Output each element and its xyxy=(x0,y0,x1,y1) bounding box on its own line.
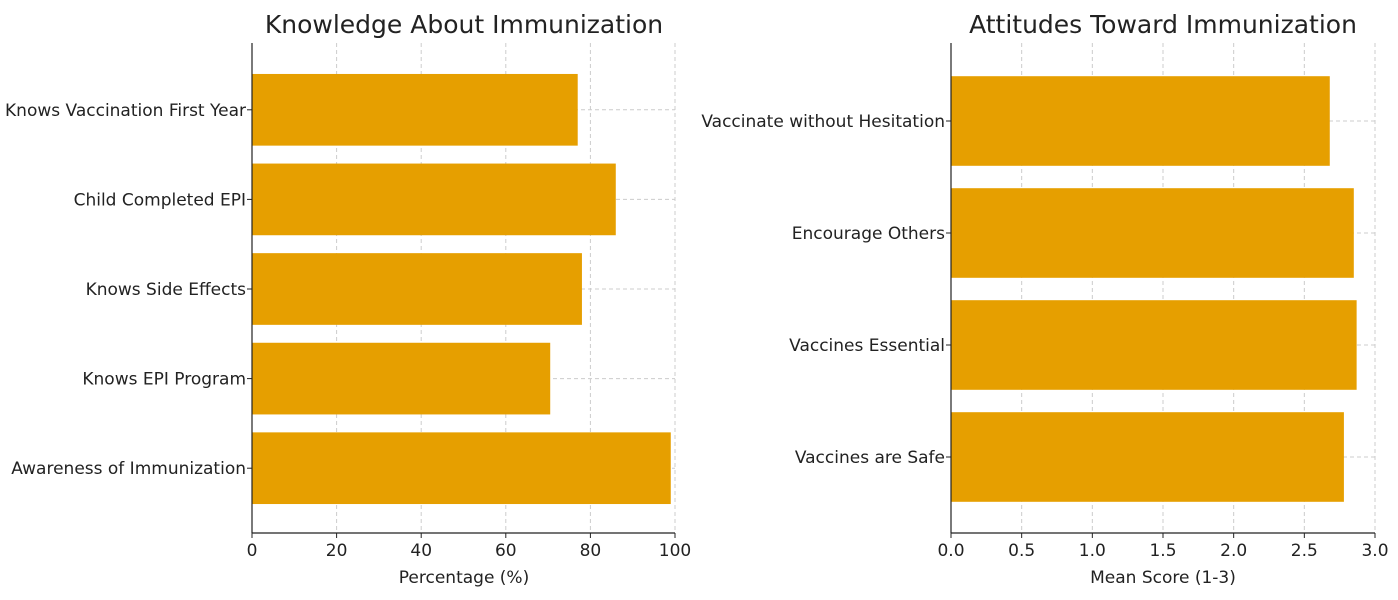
attitudes-category-label: Vaccines Essential xyxy=(789,336,945,356)
knowledge-x-tick-label: 80 xyxy=(580,541,602,561)
knowledge-x-tick-label: 20 xyxy=(326,541,348,561)
knowledge-category-label: Awareness of Immunization xyxy=(11,459,246,479)
attitudes-x-tick-label: 0.5 xyxy=(1008,541,1035,561)
knowledge-chart-title: Knowledge About Immunization xyxy=(265,10,663,39)
attitudes-bars xyxy=(951,76,1357,502)
attitudes-x-tick-label: 1.5 xyxy=(1149,541,1176,561)
knowledge-bar xyxy=(252,163,616,236)
attitudes-bar xyxy=(951,76,1330,166)
knowledge-bar xyxy=(252,73,578,146)
attitudes-x-tick-label: 1.0 xyxy=(1079,541,1106,561)
knowledge-x-tick-label: 40 xyxy=(410,541,432,561)
knowledge-x-axis-label: Percentage (%) xyxy=(399,568,529,588)
attitudes-x-tick-label: 0.0 xyxy=(937,541,964,561)
attitudes-category-label: Encourage Others xyxy=(792,224,945,244)
knowledge-x-ticks: 0 20 40 60 80 100 xyxy=(247,533,691,561)
attitudes-bar xyxy=(951,300,1357,390)
knowledge-x-tick-label: 60 xyxy=(495,541,517,561)
attitudes-chart-title: Attitudes Toward Immunization xyxy=(969,10,1357,39)
attitudes-x-tick-label: 3.0 xyxy=(1361,541,1388,561)
knowledge-bars xyxy=(252,73,671,505)
knowledge-bar xyxy=(252,432,671,505)
knowledge-category-label: Knows Side Effects xyxy=(86,280,247,300)
knowledge-bar xyxy=(252,253,582,325)
attitudes-category-labels: Vaccines are Safe Vaccines Essential Encou… xyxy=(701,112,951,468)
attitudes-bar xyxy=(951,188,1354,278)
attitudes-bar xyxy=(951,412,1344,502)
knowledge-chart: Knowledge About Immunization Awareness o… xyxy=(5,10,691,588)
knowledge-category-label: Knows Vaccination First Year xyxy=(5,101,246,121)
knowledge-x-tick-label: 100 xyxy=(659,541,691,561)
attitudes-x-tick-label: 2.0 xyxy=(1220,541,1247,561)
knowledge-bar xyxy=(252,342,551,415)
attitudes-x-axis-label: Mean Score (1-3) xyxy=(1090,568,1236,588)
attitudes-x-ticks: 0.0 0.5 1.0 1.5 2.0 2.5 3.0 xyxy=(937,533,1389,561)
attitudes-x-tick-label: 2.5 xyxy=(1291,541,1318,561)
knowledge-x-tick-label: 0 xyxy=(247,541,258,561)
attitudes-category-label: Vaccines are Safe xyxy=(795,448,945,468)
knowledge-category-labels: Awareness of Immunization Knows EPI Progr… xyxy=(5,101,252,479)
knowledge-category-label: Child Completed EPI xyxy=(74,190,246,210)
knowledge-category-label: Knows EPI Program xyxy=(82,370,246,390)
attitudes-category-label: Vaccinate without Hesitation xyxy=(701,112,945,132)
attitudes-chart: Attitudes Toward Immunization Vaccines a… xyxy=(701,10,1388,588)
